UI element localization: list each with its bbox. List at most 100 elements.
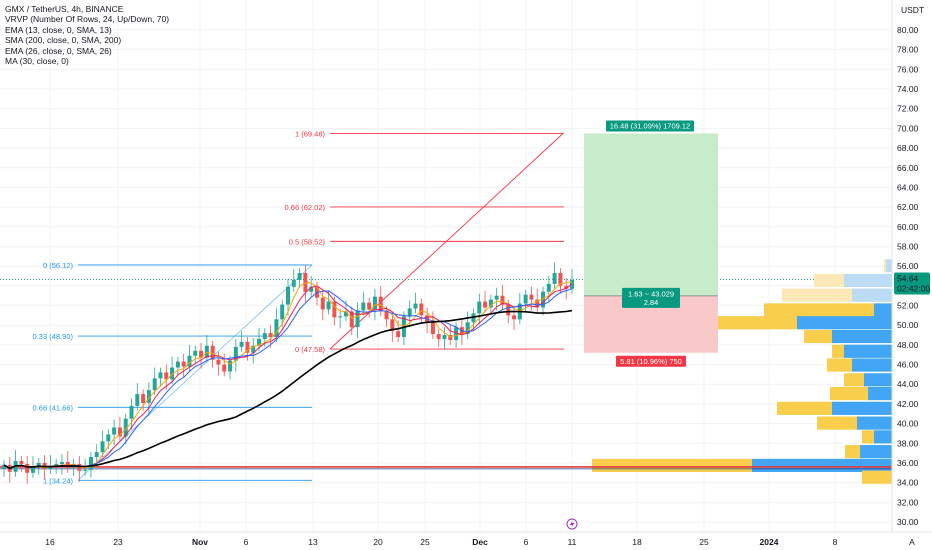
time-tick: 23 (113, 537, 123, 547)
last-price-badge (894, 272, 930, 295)
candle-body (332, 301, 337, 318)
volume-row-down (845, 445, 860, 459)
time-tick: 18 (632, 537, 642, 547)
price-tick: 68.00 (897, 143, 919, 153)
candle-body (378, 296, 383, 312)
indicator-ema13[interactable]: EMA (13, close, 0, SMA, 13) (5, 24, 112, 35)
candle-body (170, 367, 175, 380)
volume-row-down (844, 373, 864, 387)
price-tick: 80.00 (897, 25, 919, 35)
candle-body (465, 322, 470, 335)
candle-body (338, 316, 343, 318)
candle-body (158, 372, 163, 379)
volume-row-down (782, 288, 852, 302)
candle-body (506, 304, 511, 316)
candle-body (280, 304, 285, 320)
volume-row-down (862, 430, 874, 444)
volume-row-down (827, 358, 852, 372)
indicator-sma200[interactable]: SMA (200, close, 0, SMA, 200) (5, 35, 122, 46)
candle-body (286, 286, 290, 305)
candle-body (106, 434, 111, 442)
price-tick: 60.00 (897, 222, 919, 232)
fib-upper-label: 0.66 (62.02) (285, 203, 326, 212)
candle-body (199, 350, 204, 358)
candle-body (390, 319, 395, 332)
chart-grid (0, 0, 892, 532)
candle-body (546, 283, 551, 292)
candle-body (343, 311, 348, 317)
fib-upper-label: 0 (47.58) (295, 345, 326, 354)
candle-body (216, 359, 221, 365)
volume-row-up (868, 386, 892, 401)
candle-body (436, 334, 441, 339)
candle-body (535, 299, 540, 308)
volume-row-up (852, 288, 892, 302)
candle-body (367, 302, 372, 310)
candle-body (523, 294, 528, 304)
candle-body (384, 311, 389, 320)
candle-body (558, 273, 563, 286)
time-tick: 8 (833, 537, 838, 547)
price-tick: 36.00 (897, 458, 919, 468)
candle-body (164, 372, 169, 380)
candle-body (396, 331, 401, 338)
price-tick: 30.00 (897, 517, 919, 527)
candle-body (222, 364, 227, 372)
volume-row-up (832, 329, 892, 344)
price-tick: 78.00 (897, 45, 919, 55)
volume-row-down (884, 259, 886, 273)
candle-body (210, 345, 215, 360)
auto-scale-button[interactable]: A (909, 537, 915, 547)
stop-label: 5.81 (10.96%) 750 (620, 357, 682, 366)
volume-row-up (844, 273, 892, 288)
time-tick: Nov (192, 537, 208, 547)
moving-averages (3, 281, 573, 470)
candle-body (152, 378, 157, 391)
candle-body (117, 427, 122, 437)
candle-body (228, 360, 233, 372)
price-tick: 46.00 (897, 360, 919, 370)
candle-body (361, 302, 366, 311)
candle-body (477, 301, 482, 314)
fib-upper-label: 0.5 (58.52) (289, 237, 326, 246)
candle-body (141, 394, 146, 403)
indicator-ema26[interactable]: EMA (26, close, 0, SMA, 26) (5, 45, 112, 56)
volume-row-down (832, 344, 844, 358)
price-tick: 32.00 (897, 497, 919, 507)
candle-body (552, 273, 557, 284)
price-tick: 50.00 (897, 320, 919, 330)
candle-body (135, 394, 140, 406)
volume-row-up (860, 445, 892, 459)
candle-body (204, 345, 209, 358)
price-tick: 44.00 (897, 379, 919, 389)
candle-body (541, 291, 546, 308)
candle-body (500, 295, 505, 305)
time-tick: 25 (420, 537, 430, 547)
candle-countdown: 02:42:00 (897, 284, 930, 294)
entry-badge (622, 287, 680, 308)
volume-row-up (832, 401, 892, 415)
candle-body (100, 441, 105, 453)
fib-lower-label: 1 (34.24) (43, 476, 74, 485)
time-axis-panel (0, 532, 932, 550)
candle-body (233, 346, 238, 361)
entry-label-2: 2.84 (644, 298, 659, 307)
candle-body (355, 310, 360, 328)
price-tick: 56.00 (897, 261, 919, 271)
lightning-icon-glyph (570, 520, 575, 528)
indicator-ma30[interactable]: MA (30, close, 0) (5, 56, 69, 67)
price-tick: 74.00 (897, 84, 919, 94)
fib-lower-label: 0 (56.12) (43, 261, 74, 270)
volume-row-down (862, 470, 892, 484)
candle-body (262, 333, 267, 339)
volume-row-down (817, 416, 857, 430)
symbol-title[interactable]: GMX / TetherUS, 4h, BINANCE (5, 4, 124, 14)
stop-badge (616, 355, 686, 367)
candle-body (36, 462, 41, 467)
candle-body (94, 452, 99, 458)
candle-body (25, 463, 30, 473)
indicator-vrvp[interactable]: VRVP (Number Of Rows, 24, Up/Down, 70) (5, 14, 170, 25)
